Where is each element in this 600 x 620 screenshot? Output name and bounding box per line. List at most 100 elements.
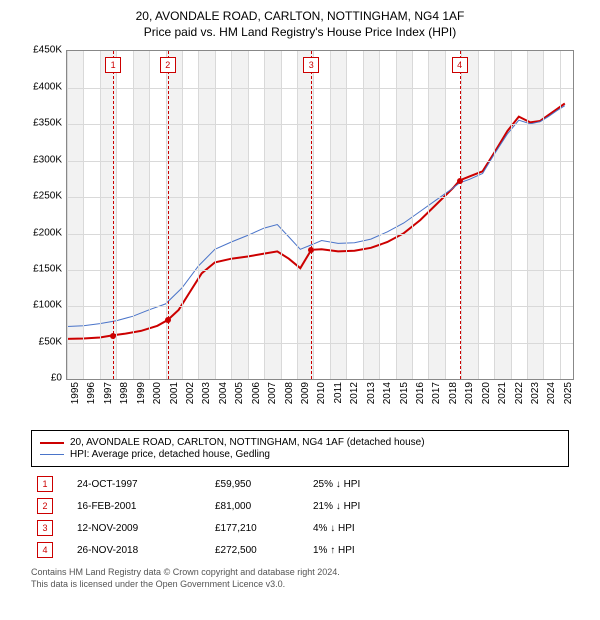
transaction-date: 24-OCT-1997 xyxy=(77,479,197,490)
transaction-row: 2 16-FEB-2001 £81,000 21% ↓ HPI xyxy=(31,495,569,517)
v-gridline xyxy=(313,51,314,379)
v-gridline xyxy=(527,51,528,379)
y-axis-label: £0 xyxy=(20,373,62,384)
v-gridline xyxy=(330,51,331,379)
h-gridline xyxy=(67,270,573,271)
y-axis-label: £150K xyxy=(20,264,62,275)
h-gridline xyxy=(67,88,573,89)
v-gridline xyxy=(231,51,232,379)
h-gridline xyxy=(67,306,573,307)
chart-container: 1 2 3 4 £0 £50K £100K £150K £200K £250K £300K £350… xyxy=(20,44,580,424)
transaction-row: 4 26-NOV-2018 £272,500 1% ↑ HPI xyxy=(31,539,569,561)
title-line-1: 20, AVONDALE ROAD, CARLTON, NOTTINGHAM, … xyxy=(10,8,590,24)
transaction-row: 3 12-NOV-2009 £177,210 4% ↓ HPI xyxy=(31,517,569,539)
h-gridline xyxy=(67,124,573,125)
v-gridline xyxy=(182,51,183,379)
v-gridline xyxy=(149,51,150,379)
h-gridline xyxy=(67,161,573,162)
transaction-row: 1 24-OCT-1997 £59,950 25% ↓ HPI xyxy=(31,473,569,495)
v-gridline xyxy=(379,51,380,379)
transaction-delta: 25% ↓ HPI xyxy=(313,479,403,490)
v-gridline xyxy=(445,51,446,379)
series-hpi xyxy=(67,106,565,327)
y-axis-label: £100K xyxy=(20,300,62,311)
transactions-table: 1 24-OCT-1997 £59,950 25% ↓ HPI 2 16-FEB-2001… xyxy=(31,473,569,561)
legend-swatch xyxy=(40,454,64,455)
h-gridline xyxy=(67,343,573,344)
title-line-2: Price paid vs. HM Land Registry's House … xyxy=(10,24,590,40)
transaction-marker: 4 xyxy=(37,542,53,558)
marker-badge: 4 xyxy=(452,57,468,73)
legend-label: HPI: Average price, detached house, Gedl… xyxy=(70,449,270,460)
v-gridline xyxy=(396,51,397,379)
y-axis-label: £450K xyxy=(20,45,62,56)
fineprint-line-2: This data is licensed under the Open Gov… xyxy=(31,579,569,590)
v-gridline xyxy=(133,51,134,379)
transaction-date: 12-NOV-2009 xyxy=(77,523,197,534)
v-gridline xyxy=(461,51,462,379)
v-gridline xyxy=(100,51,101,379)
marker-line xyxy=(113,51,114,379)
x-axis-label: 2025 xyxy=(563,382,600,404)
transaction-marker: 1 xyxy=(37,476,53,492)
h-gridline xyxy=(67,234,573,235)
transaction-marker: 2 xyxy=(37,498,53,514)
transaction-price: £177,210 xyxy=(215,523,295,534)
v-gridline xyxy=(281,51,282,379)
legend-item: 20, AVONDALE ROAD, CARLTON, NOTTINGHAM, … xyxy=(40,437,560,448)
y-axis-label: £350K xyxy=(20,118,62,129)
v-gridline xyxy=(346,51,347,379)
v-gridline xyxy=(412,51,413,379)
v-gridline xyxy=(543,51,544,379)
y-axis-label: £250K xyxy=(20,191,62,202)
y-axis-label: £50K xyxy=(20,336,62,347)
transaction-price: £81,000 xyxy=(215,501,295,512)
transaction-marker: 3 xyxy=(37,520,53,536)
legend-item: HPI: Average price, detached house, Gedl… xyxy=(40,449,560,460)
v-gridline xyxy=(297,51,298,379)
y-axis-label: £200K xyxy=(20,227,62,238)
v-gridline xyxy=(511,51,512,379)
marker-badge: 2 xyxy=(160,57,176,73)
chart-title: 20, AVONDALE ROAD, CARLTON, NOTTINGHAM, … xyxy=(10,8,590,40)
y-axis-label: £400K xyxy=(20,81,62,92)
marker-line xyxy=(168,51,169,379)
marker-line xyxy=(311,51,312,379)
marker-dot xyxy=(110,333,116,339)
v-gridline xyxy=(248,51,249,379)
h-gridline xyxy=(67,197,573,198)
marker-dot xyxy=(308,247,314,253)
transaction-delta: 21% ↓ HPI xyxy=(313,501,403,512)
marker-line xyxy=(460,51,461,379)
legend-label: 20, AVONDALE ROAD, CARLTON, NOTTINGHAM, … xyxy=(70,437,425,448)
v-gridline xyxy=(215,51,216,379)
transaction-delta: 1% ↑ HPI xyxy=(313,545,403,556)
transaction-date: 16-FEB-2001 xyxy=(77,501,197,512)
v-gridline xyxy=(428,51,429,379)
v-gridline xyxy=(363,51,364,379)
transaction-date: 26-NOV-2018 xyxy=(77,545,197,556)
plot-area: 1 2 3 4 xyxy=(66,50,574,380)
v-gridline xyxy=(116,51,117,379)
transaction-price: £59,950 xyxy=(215,479,295,490)
marker-dot xyxy=(457,178,463,184)
line-layer xyxy=(67,51,573,379)
fineprint-line-1: Contains HM Land Registry data © Crown c… xyxy=(31,567,569,578)
transaction-delta: 4% ↓ HPI xyxy=(313,523,403,534)
v-gridline xyxy=(166,51,167,379)
marker-badge: 3 xyxy=(303,57,319,73)
marker-dot xyxy=(165,317,171,323)
y-axis-label: £300K xyxy=(20,154,62,165)
legend: 20, AVONDALE ROAD, CARLTON, NOTTINGHAM, … xyxy=(31,430,569,467)
v-gridline xyxy=(264,51,265,379)
transaction-price: £272,500 xyxy=(215,545,295,556)
marker-badge: 1 xyxy=(105,57,121,73)
v-gridline xyxy=(67,51,68,379)
fineprint: Contains HM Land Registry data © Crown c… xyxy=(31,567,569,590)
v-gridline xyxy=(198,51,199,379)
legend-swatch xyxy=(40,442,64,444)
v-gridline xyxy=(560,51,561,379)
v-gridline xyxy=(83,51,84,379)
v-gridline xyxy=(494,51,495,379)
v-gridline xyxy=(478,51,479,379)
